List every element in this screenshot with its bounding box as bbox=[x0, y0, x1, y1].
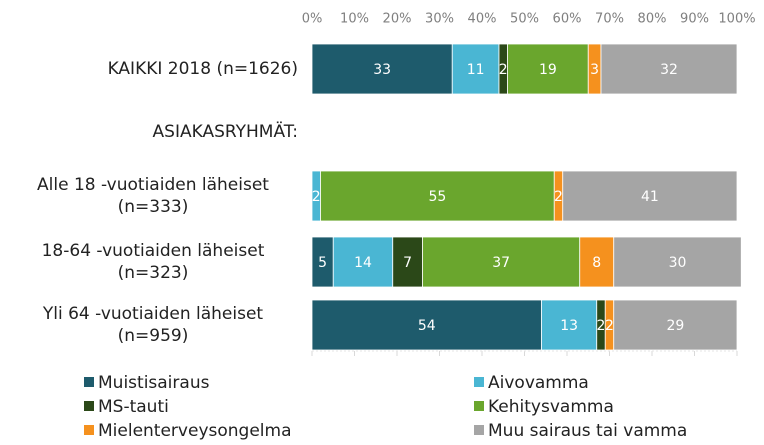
legend-label: Kehitysvamma bbox=[488, 397, 614, 417]
data-label: 41 bbox=[641, 189, 659, 205]
legend-label: Mielenterveysongelma bbox=[98, 421, 291, 441]
data-label: 7 bbox=[403, 255, 412, 271]
bar-segment bbox=[613, 299, 738, 351]
data-label: 8 bbox=[592, 255, 601, 271]
bar-segment bbox=[311, 299, 542, 351]
data-label: 54 bbox=[418, 318, 436, 334]
category-label: KAIKKI 2018 (n=1626) bbox=[0, 44, 298, 94]
data-label: 29 bbox=[666, 318, 684, 334]
bar-segment bbox=[320, 170, 555, 222]
data-label: 11 bbox=[467, 62, 485, 78]
bar-segment bbox=[422, 236, 581, 288]
data-label: 14 bbox=[354, 255, 372, 271]
data-label: 19 bbox=[539, 62, 557, 78]
category-text: Yli 64 -vuotiaiden läheiset (n=959) bbox=[42, 304, 264, 346]
data-label: 30 bbox=[669, 255, 687, 271]
category-label: 18-64 -vuotiaiden läheiset (n=323) bbox=[0, 237, 298, 287]
bar-segment bbox=[562, 170, 738, 222]
x-tick-label: 70% bbox=[595, 12, 624, 27]
legend-label: Aivovamma bbox=[488, 373, 589, 393]
data-label: 13 bbox=[560, 318, 578, 334]
bar-segment bbox=[311, 43, 453, 95]
data-label: 32 bbox=[660, 62, 678, 78]
legend-label: Muistisairaus bbox=[98, 373, 210, 393]
legend-label: Muu sairaus tai vamma bbox=[488, 421, 687, 441]
data-label: 2 bbox=[312, 189, 321, 205]
legend-swatch bbox=[84, 377, 94, 387]
data-label: 2 bbox=[554, 189, 563, 205]
bar-segment bbox=[600, 43, 738, 95]
bar-segment bbox=[332, 236, 394, 288]
category-text: 18-64 -vuotiaiden läheiset (n=323) bbox=[41, 241, 265, 283]
bar-segment bbox=[613, 236, 742, 288]
bar-segment bbox=[541, 299, 598, 351]
category-text: Alle 18 -vuotiaiden läheiset (n=333) bbox=[37, 175, 269, 217]
category-label: Alle 18 -vuotiaiden läheiset (n=333) bbox=[0, 171, 298, 221]
legend-swatch bbox=[474, 401, 484, 411]
x-tick-label: 40% bbox=[468, 12, 497, 27]
x-tick-label: 0% bbox=[302, 12, 323, 27]
bar-segment bbox=[392, 236, 423, 288]
data-label: 55 bbox=[428, 189, 446, 205]
x-tick-label: 60% bbox=[553, 12, 582, 27]
data-label: 2 bbox=[499, 62, 508, 78]
x-tick-label: 10% bbox=[340, 12, 369, 27]
data-label: 37 bbox=[492, 255, 510, 271]
category-label: ASIAKASRYHMÄT: bbox=[0, 107, 298, 157]
x-tick-label: 50% bbox=[510, 12, 539, 27]
x-tick-label: 90% bbox=[680, 12, 709, 27]
data-label: 2 bbox=[605, 318, 614, 334]
category-label: Yli 64 -vuotiaiden läheiset (n=959) bbox=[0, 300, 298, 350]
category-text: ASIAKASRYHMÄT: bbox=[152, 122, 298, 142]
x-tick-label: 80% bbox=[638, 12, 667, 27]
data-label: 2 bbox=[597, 318, 606, 334]
legend-swatch bbox=[84, 401, 94, 411]
data-label: 33 bbox=[373, 62, 391, 78]
x-tick-label: 20% bbox=[383, 12, 412, 27]
legend-swatch bbox=[474, 377, 484, 387]
data-label: 3 bbox=[590, 62, 599, 78]
bar-segment bbox=[451, 43, 500, 95]
x-tick-label: 30% bbox=[425, 12, 454, 27]
legend-label: MS-tauti bbox=[98, 397, 169, 417]
bar-segment bbox=[579, 236, 615, 288]
data-label: 5 bbox=[318, 255, 327, 271]
x-tick-label: 100% bbox=[718, 12, 755, 27]
category-text: KAIKKI 2018 (n=1626) bbox=[107, 59, 298, 79]
legend-swatch bbox=[84, 425, 94, 435]
legend-swatch bbox=[474, 425, 484, 435]
bar-segment bbox=[507, 43, 589, 95]
